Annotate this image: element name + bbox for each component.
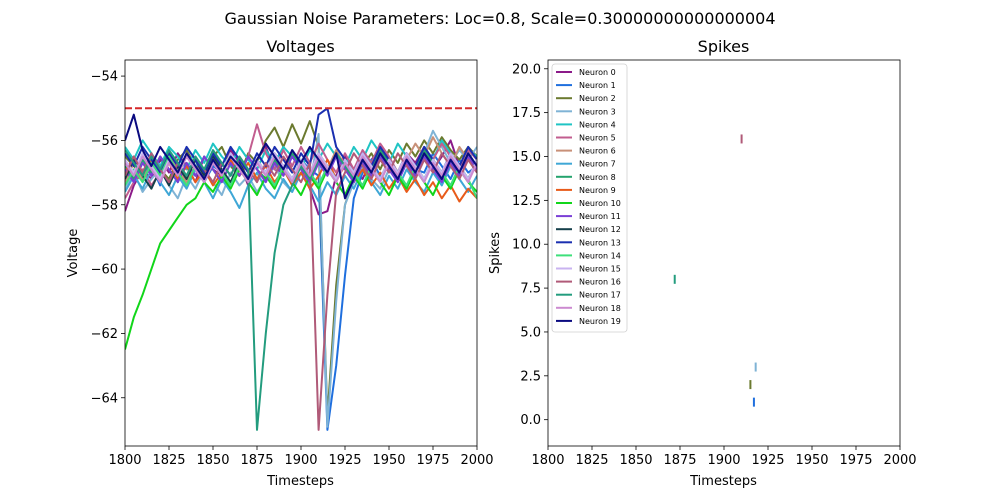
- x-tick-label: 1975: [416, 453, 449, 468]
- legend-label: Neuron 17: [579, 291, 621, 300]
- legend-label: Neuron 11: [579, 212, 621, 221]
- legend-label: Neuron 16: [579, 278, 621, 287]
- legend-label: Neuron 2: [579, 94, 616, 103]
- y-tick-label: 10.0: [512, 238, 541, 253]
- y-tick-label: 7.5: [520, 282, 541, 297]
- x-tick-label: 1850: [196, 453, 229, 468]
- legend-label: Neuron 0: [579, 68, 616, 77]
- x-tick-label: 1875: [663, 453, 696, 468]
- legend-label: Neuron 5: [579, 134, 616, 143]
- voltages-axes: Voltages 1800 1825 1850 1875 1900 1925 1950 197…: [66, 37, 494, 489]
- x-tick-label: 1850: [619, 453, 652, 468]
- voltage-line-19: [125, 113, 477, 200]
- legend-label: Neuron 3: [579, 107, 616, 116]
- legend-label: Neuron 7: [579, 160, 616, 169]
- spikes-legend: Neuron 0 Neuron 1 Neuron 2 Neuron 3 Neuron 4…: [551, 63, 628, 333]
- voltage-line-13: [125, 107, 477, 174]
- legend-label: Neuron 12: [579, 225, 621, 234]
- legend-label: Neuron 9: [579, 186, 616, 195]
- legend-label: Neuron 1: [579, 81, 616, 90]
- y-tick-label: 15.0: [512, 150, 541, 165]
- x-tick-label: 1800: [531, 453, 564, 468]
- spikes-axes: Spikes 1800 1825 1850 1875 1900 1925 1950 1975 2…: [488, 37, 917, 489]
- y-tick-label: 17.5: [512, 106, 541, 121]
- x-tick-label: 1925: [751, 453, 784, 468]
- x-tick-label: 1875: [240, 453, 273, 468]
- y-tick-label: 5.0: [520, 325, 541, 340]
- spikes-ticks: 1800 1825 1850 1875 1900 1925 1950 1975 2000 0.0 2…: [512, 62, 917, 468]
- x-tick-label: 1825: [152, 453, 185, 468]
- y-tick-label: −60: [91, 263, 118, 278]
- legend-label: Neuron 6: [579, 147, 616, 156]
- x-tick-label: 1800: [108, 453, 141, 468]
- legend-label: Neuron 15: [579, 265, 621, 274]
- legend-label: Neuron 4: [579, 120, 616, 129]
- y-tick-label: −64: [91, 391, 118, 406]
- legend-label: Neuron 10: [579, 199, 621, 208]
- y-tick-label: 2.5: [520, 369, 541, 384]
- x-tick-label: 1900: [284, 453, 317, 468]
- legend-box: [551, 63, 628, 333]
- legend-label: Neuron 19: [579, 317, 621, 326]
- voltages-frame: [124, 59, 478, 447]
- voltages-ticks: 1800 1825 1850 1875 1900 1925 1950 1975 2000 −64 −…: [91, 70, 494, 468]
- legend-label: Neuron 8: [579, 173, 616, 182]
- spike-markers: [673, 134, 757, 407]
- y-tick-label: 12.5: [512, 194, 541, 209]
- x-tick-label: 1825: [575, 453, 608, 468]
- legend-label: Neuron 13: [579, 238, 621, 247]
- legend-label: Neuron 18: [579, 304, 621, 313]
- x-tick-label: 1925: [328, 453, 361, 468]
- x-tick-label: 1975: [839, 453, 872, 468]
- x-tick-label: 2000: [883, 453, 916, 468]
- spikes-xlabel: Timesteps: [689, 474, 757, 489]
- voltages-title: Voltages: [266, 37, 334, 56]
- y-tick-label: −56: [91, 134, 118, 149]
- x-tick-label: 1950: [795, 453, 828, 468]
- legend-label: Neuron 14: [579, 251, 621, 260]
- y-tick-label: −54: [91, 70, 118, 85]
- x-tick-label: 2000: [460, 453, 493, 468]
- spikes-title: Spikes: [698, 37, 750, 56]
- y-tick-label: −58: [91, 198, 118, 213]
- y-tick-label: 0.0: [520, 413, 541, 428]
- spikes-ylabel: Spikes: [488, 232, 503, 274]
- voltages-xlabel: Timesteps: [266, 474, 334, 489]
- x-tick-label: 1900: [707, 453, 740, 468]
- y-tick-label: 20.0: [512, 62, 541, 77]
- x-tick-label: 1950: [372, 453, 405, 468]
- y-tick-label: −62: [91, 327, 118, 342]
- voltages-ylabel: Voltage: [66, 229, 81, 278]
- voltage-lines: [125, 107, 477, 431]
- figure-suptitle: Gaussian Noise Parameters: Loc=0.8, Scal…: [224, 9, 775, 28]
